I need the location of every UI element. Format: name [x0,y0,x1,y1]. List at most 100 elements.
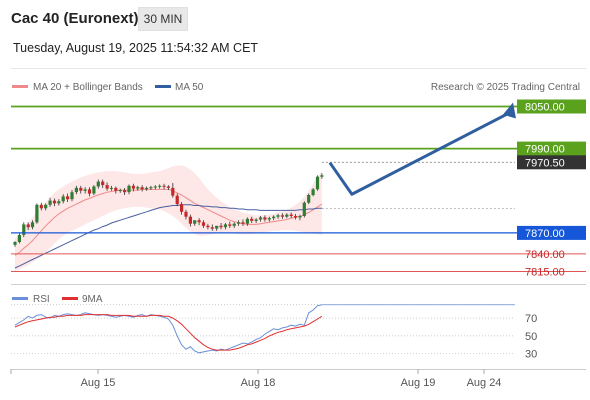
candle-body [52,200,57,204]
candle-body [83,189,87,191]
candle-body [171,187,175,196]
candle-body [241,222,245,224]
candle-body [302,202,306,216]
x-tick-label: Aug 24 [467,377,502,389]
candle-body [39,204,43,209]
chart-divider [11,68,586,69]
level-label-bg [517,225,586,240]
rsi-tick-label: 50 [525,331,537,343]
level-label-bg [517,99,586,114]
candle-body [149,187,153,189]
level-label: 7840.00 [525,249,565,261]
rsi-ma-legend-label: 9MA [82,294,103,305]
candle-body [237,222,241,224]
candle-body [228,224,232,226]
candle-body [57,201,61,204]
candle-body [315,176,320,190]
candle-body [118,190,122,192]
x-tick-label: Aug 18 [241,377,276,389]
candle-body [184,211,188,217]
level-label: 7870.00 [525,228,565,240]
candle-body [201,222,206,226]
candle-body [219,225,223,228]
rsi-line [14,304,323,354]
candle-body [87,189,92,194]
ma20-legend-label: MA 20 + Bollinger Bands [33,82,143,93]
level-label: 7970.50 [525,157,565,169]
candle-body [193,220,197,224]
projection-arrow-head [503,102,516,119]
candle-body [17,235,21,242]
candle-body [105,185,109,189]
candle-body [180,204,184,212]
candle-body [140,187,144,190]
candle-body [162,185,166,187]
candle-body [48,200,52,205]
candle-body [298,216,302,218]
ma50-line [14,204,322,269]
candle-body [245,218,249,224]
x-tick-label: Aug 19 [401,377,436,389]
rsi-ma-line [14,314,323,351]
candle-body [35,204,39,223]
ma50-legend-swatch [155,85,171,88]
candle-body [30,222,35,228]
candle-body [158,185,162,187]
candle-body [206,225,210,228]
ma50-legend-label: MA 50 [175,82,204,93]
rsi-tick-label: 70 [525,313,537,325]
bollinger-band [15,165,322,272]
candle-body [144,187,149,190]
candle-body [320,175,324,177]
candle-body [61,196,65,202]
candle-body [92,186,96,194]
instrument-title: Cac 40 (Euronext) [11,10,139,27]
rsi-legend-swatch [12,297,28,300]
candle-body [166,186,170,188]
candle-body [79,187,83,191]
candle-body [267,218,271,220]
datetime-label: Tuesday, August 19, 2025 11:54:32 AM CET [13,41,259,55]
candle-body [263,217,267,220]
level-label-bg [517,155,586,170]
candle-body [175,195,179,205]
candle-body [289,214,293,216]
candle-body [22,224,26,235]
candle-body [285,214,289,217]
level-label: 7990.00 [525,144,565,156]
candle-body [254,219,258,221]
candle-body [215,225,219,229]
timeframe-button[interactable]: 30 MIN [138,7,188,31]
candle-body [232,223,236,226]
rsi-tick-label: 30 [525,349,537,361]
candle-body [294,216,298,218]
header-bar: Cac 40 (Euronext) 30 MIN [0,0,590,38]
candle-body [250,218,254,221]
candle-body [258,217,263,220]
candle-body [13,242,17,245]
candle-body [70,192,74,200]
candle-body [276,215,280,217]
candle-body [131,185,135,189]
level-label: 8050.00 [525,102,565,114]
candle-body [109,187,113,189]
candle-body [136,187,140,189]
candle-body [114,187,118,191]
panel-divider [11,284,586,285]
candle-body [153,186,157,188]
rsi-ma-legend-swatch [62,297,78,300]
level-label: 7815.00 [525,267,565,279]
candle-body [223,224,227,228]
rsi-legend-label: RSI [33,294,50,305]
candle-body [311,189,315,195]
level-label-bg [517,141,586,156]
candle-body [101,181,105,186]
candle-body [66,196,70,200]
ma20-legend-swatch [12,85,28,88]
candle-body [188,216,192,224]
candle-body [210,227,214,229]
candle-body [26,224,30,228]
candle-body [44,204,48,209]
candle-body [197,220,201,223]
